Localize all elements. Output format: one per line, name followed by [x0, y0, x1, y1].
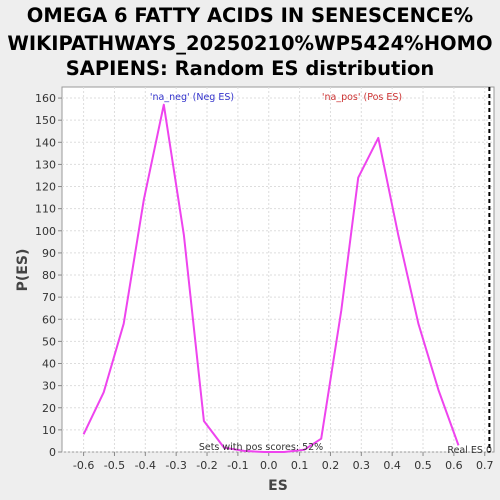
x-tick-label: 0.1 — [291, 459, 309, 472]
grid — [62, 87, 494, 453]
y-tick-label: 150 — [35, 114, 56, 127]
y-axis-label: P(ES) — [15, 249, 31, 292]
x-tick-label: 0.5 — [414, 459, 432, 472]
neg-es-label: 'na_neg' (Neg ES) — [150, 92, 234, 103]
y-tick-label: 10 — [42, 424, 56, 437]
y-tick-label: 120 — [35, 181, 56, 194]
plot-area — [61, 86, 495, 453]
x-tick-label: -0.2 — [196, 459, 217, 472]
x-tick-label: 0.6 — [445, 459, 463, 472]
x-tick-label: 0.2 — [322, 459, 340, 472]
x-tick-label: 0.0 — [260, 459, 278, 472]
x-tick-label: -0.6 — [73, 459, 94, 472]
chart-title-line-1: OMEGA 6 FATTY ACIDS IN SENESCENCE% — [27, 4, 473, 27]
sets-pos-score-text: Sets with pos scores: 52% — [199, 442, 323, 453]
x-tick-label: 0.4 — [383, 459, 401, 472]
x-tick-label: -0.3 — [165, 459, 186, 472]
y-tick-label: 70 — [42, 291, 56, 304]
y-tick-label: 30 — [42, 380, 56, 393]
x-tick-label: -0.5 — [104, 459, 125, 472]
chart-title-line-2: WIKIPATHWAYS_20250210%WP5424%HOMO — [7, 32, 492, 55]
y-tick-label: 40 — [42, 358, 56, 371]
x-tick-label: 0.3 — [353, 459, 371, 472]
y-tick-label: 80 — [42, 269, 56, 282]
y-tick-label: 140 — [35, 136, 56, 149]
chart-title: OMEGA 6 FATTY ACIDS IN SENESCENCE% WIKIP… — [7, 4, 492, 80]
y-axis-ticks: 0 10 20 30 40 50 60 70 80 90 100 110 120 130 140 150 160 — [35, 92, 62, 459]
pos-es-label: 'na_pos' (Pos ES) — [322, 92, 402, 103]
x-tick-label: -0.4 — [135, 459, 156, 472]
x-axis-ticks: -0.6 -0.5 -0.4 -0.3 -0.2 -0.1 0.0 0.1 0.2 0.3 0.4 0… — [73, 452, 494, 472]
real-es-label: Real ES 0 — [447, 445, 492, 456]
y-tick-label: 90 — [42, 247, 56, 260]
x-axis-label: ES — [268, 478, 288, 494]
y-tick-label: 0 — [49, 446, 56, 459]
y-tick-label: 20 — [42, 402, 56, 415]
chart-title-line-3: SAPIENS: Random ES distribution — [66, 57, 435, 80]
y-tick-label: 100 — [35, 225, 56, 238]
y-tick-label: 160 — [35, 92, 56, 105]
x-tick-label: -0.1 — [227, 459, 248, 472]
y-tick-label: 130 — [35, 158, 56, 171]
y-tick-label: 50 — [42, 335, 56, 348]
series-layer — [82, 103, 460, 453]
es-distribution-line — [82, 103, 460, 453]
x-tick-label: 0.7 — [476, 459, 494, 472]
y-tick-label: 60 — [42, 313, 56, 326]
y-tick-label: 110 — [35, 203, 56, 216]
